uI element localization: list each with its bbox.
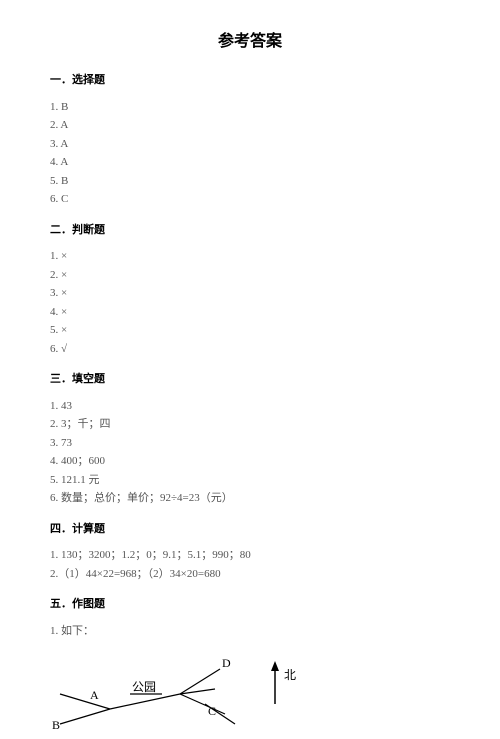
diagram-label-c: C: [208, 704, 216, 718]
answer-line: 5. B: [50, 173, 450, 190]
diagram-label-b: B: [52, 718, 60, 732]
answer-line: 3. 73: [50, 435, 450, 452]
section-5-head: 五．作图题: [50, 596, 450, 613]
answer-line: 2. ×: [50, 267, 450, 284]
answer-line: 6. 数量；总价；单价；92÷4=23（元）: [50, 490, 450, 507]
north-arrow-head-icon: [271, 661, 279, 671]
diagram-line: [180, 689, 215, 694]
section-2-head: 二．判断题: [50, 222, 450, 239]
section-1-head: 一．选择题: [50, 72, 450, 89]
diagram-container: A B C D 公园 北: [50, 649, 450, 739]
diagram-line: [180, 694, 225, 714]
page-title: 参考答案: [50, 30, 450, 54]
answer-line: 6. √: [50, 341, 450, 358]
answer-line: 1. 如下：: [50, 623, 450, 640]
answer-line: 5. 121.1 元: [50, 472, 450, 489]
answer-line: 4. 400；600: [50, 453, 450, 470]
diagram-line: [180, 669, 220, 694]
answer-line: 1. 43: [50, 398, 450, 415]
diagram-label-north: 北: [284, 668, 296, 682]
answer-line: 6. C: [50, 191, 450, 208]
diagram-label-d: D: [222, 656, 231, 670]
answer-line: 4. ×: [50, 304, 450, 321]
answer-line: 1. 130；3200；1.2；0；9.1；5.1；990；80: [50, 547, 450, 564]
diagram-label-a: A: [90, 688, 99, 702]
answer-line: 3. ×: [50, 285, 450, 302]
answer-line: 1. B: [50, 99, 450, 116]
diagram-svg: A B C D 公园 北: [50, 649, 330, 739]
answer-line: 2. A: [50, 117, 450, 134]
answer-line: 5. ×: [50, 322, 450, 339]
answer-line: 4. A: [50, 154, 450, 171]
diagram-line: [60, 709, 110, 724]
section-4-head: 四．计算题: [50, 521, 450, 538]
section-3-head: 三．填空题: [50, 371, 450, 388]
answer-line: 1. ×: [50, 248, 450, 265]
diagram-label-park: 公园: [132, 680, 156, 694]
answer-line: 3. A: [50, 136, 450, 153]
answer-line: 2. 3；千；四: [50, 416, 450, 433]
answer-line: 2.（1）44×22=968；（2）34×20=680: [50, 566, 450, 583]
